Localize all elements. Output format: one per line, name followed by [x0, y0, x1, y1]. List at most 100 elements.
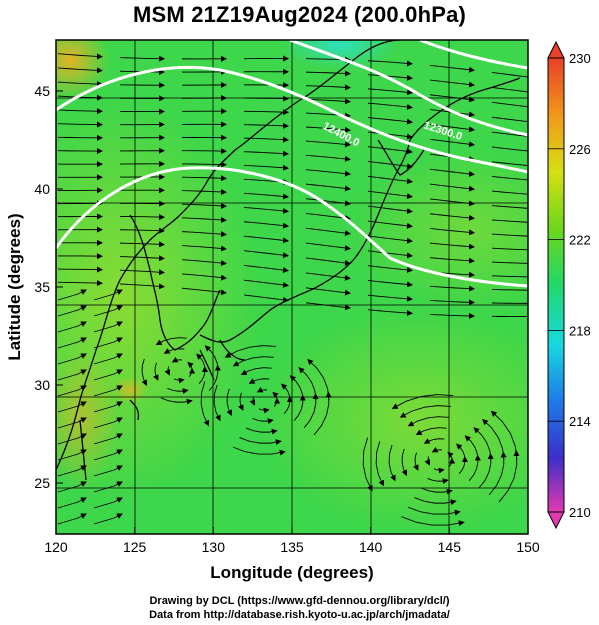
streamline: [427, 477, 449, 485]
streamline: [181, 148, 227, 155]
streamline: [119, 241, 165, 248]
x-tick-label: 130: [202, 539, 226, 555]
credit-data: Data from http://database.rish.kyoto-u.a…: [149, 609, 450, 621]
streamline: [57, 401, 87, 413]
streamline: [401, 448, 408, 477]
streamline: [57, 280, 103, 287]
streamline: [305, 98, 351, 105]
streamline: [57, 465, 87, 477]
streamline: [488, 451, 507, 496]
streamline: [232, 446, 286, 456]
streamline: [57, 108, 103, 115]
streamline: [273, 397, 281, 407]
streamline: [181, 259, 227, 266]
x-axis: 120 125 130 135 140 145 150: [44, 527, 540, 555]
streamline: [167, 387, 189, 395]
streamline: [367, 146, 413, 155]
streamline: [119, 269, 165, 276]
streamline: [367, 265, 413, 273]
streamline: [256, 386, 268, 393]
map-title: MSM 21Z19Aug2024 (200.0hPa): [132, 2, 467, 27]
streamline: [429, 183, 475, 192]
streamline: [305, 257, 351, 266]
streamline: [367, 294, 413, 302]
streamline: [303, 392, 319, 429]
colorbar-tick-label: 214: [569, 414, 591, 429]
streamline: [208, 364, 221, 392]
streamline: [458, 456, 468, 474]
streamline: [367, 190, 413, 200]
streamline: [429, 65, 475, 73]
streamline: [429, 299, 475, 306]
streamline: [305, 126, 351, 133]
streamline: [181, 161, 227, 168]
x-tick-label: 150: [516, 539, 540, 555]
streamline: [367, 88, 413, 96]
streamline: [305, 272, 351, 281]
streamline: [293, 394, 306, 422]
streamline: [155, 337, 187, 346]
streamline: [305, 227, 351, 237]
streamline: [399, 405, 452, 418]
streamline: [367, 117, 413, 125]
streamline: [181, 202, 227, 209]
streamline: [249, 396, 255, 406]
streamlines: [57, 53, 528, 527]
streamline: [57, 134, 103, 141]
streamline: [93, 401, 123, 413]
streamline: [57, 305, 87, 317]
streamline: [198, 366, 208, 384]
streamline: [420, 487, 453, 495]
colorbar-max-arrow: [547, 40, 565, 59]
streamline: [283, 396, 293, 414]
x-tick-label: 125: [123, 539, 147, 555]
streamline: [407, 416, 449, 427]
colorbar-min-arrow: [547, 511, 565, 530]
streamline: [57, 337, 87, 349]
streamline: [367, 235, 413, 244]
streamline: [491, 190, 528, 195]
streamline: [181, 231, 227, 238]
y-axis: 25 30 35 40 45: [34, 83, 63, 491]
streamline: [367, 74, 413, 81]
streamline: [448, 457, 456, 467]
streamline: [413, 452, 419, 471]
streamline: [119, 214, 165, 221]
streamline: [367, 60, 413, 67]
streamline: [491, 289, 528, 291]
streamline: [188, 367, 196, 377]
streamline: [313, 391, 332, 436]
streamline: [181, 188, 227, 195]
streamline: [57, 321, 87, 333]
streamline: [93, 417, 123, 429]
streamline: [181, 175, 227, 182]
colorbar-tick-label: 222: [569, 233, 591, 248]
streamline: [491, 176, 528, 181]
streamline: [429, 168, 475, 177]
streamline: [93, 385, 123, 397]
streamline: [367, 131, 413, 140]
streamline: [491, 205, 528, 209]
streamline: [57, 121, 103, 128]
streamline: [243, 250, 289, 259]
streamline: [57, 289, 87, 301]
streamline: [367, 280, 413, 288]
streamline: [119, 227, 165, 234]
streamline: [181, 273, 227, 281]
streamline: [243, 207, 289, 214]
streamline: [57, 81, 103, 88]
streamline: [243, 264, 289, 273]
colorbar: 230 226 222 218 214 210: [547, 40, 591, 530]
streamline: [429, 257, 475, 264]
x-tick-label: 135: [280, 539, 304, 555]
streamline: [243, 279, 289, 288]
streamline: [491, 86, 528, 93]
streamline: [491, 261, 528, 264]
streamline: [305, 70, 351, 77]
streamline: [239, 437, 282, 446]
streamline: [243, 192, 289, 200]
streamline: [243, 294, 289, 303]
streamline: [119, 255, 165, 262]
streamline: [367, 102, 413, 110]
